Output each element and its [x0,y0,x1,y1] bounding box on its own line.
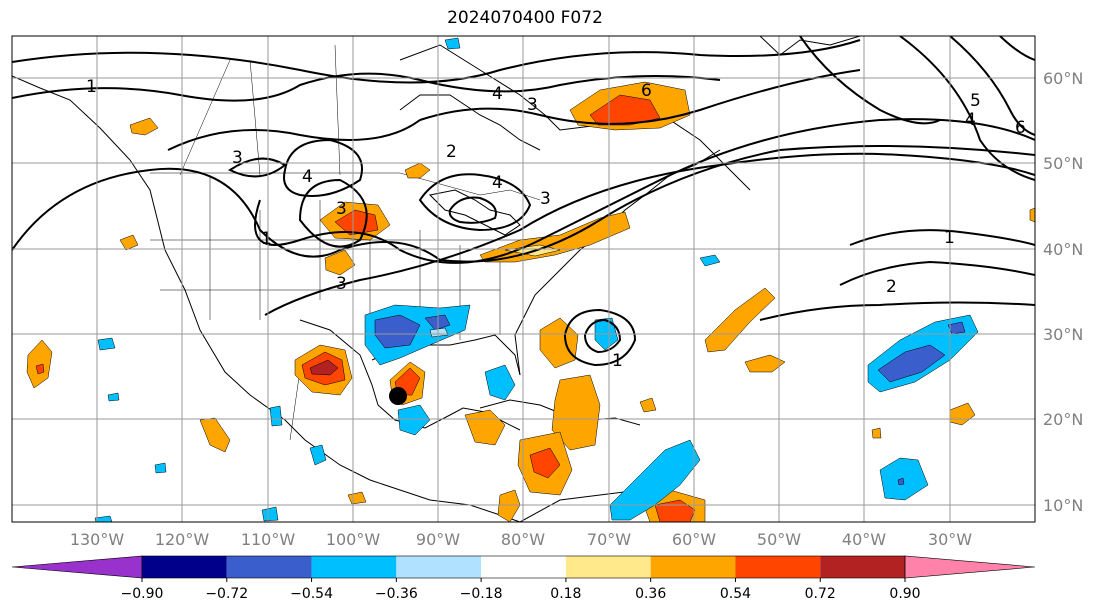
lon-tick-label: 70°W [587,530,631,549]
longitude-axis: 130°W 120°W 110°W 100°W 90°W 80°W 70°W 6… [70,530,972,549]
colorbar-segment [820,556,905,578]
cool-region-florida [484,364,516,401]
hudson-bay [399,94,541,151]
contour-label: 6 [1015,118,1026,138]
colorbar-segment [226,556,312,578]
colorbar-tick-label: −0.72 [205,586,248,602]
great-lakes [428,189,521,236]
anomaly-shading [26,37,1035,522]
colorbar-segment [565,556,651,578]
colorbar-tick-label: 0.18 [550,586,581,602]
lon-tick-label: 120°W [155,530,210,549]
lon-tick-label: 60°W [672,530,716,549]
contour-label: 1 [261,229,272,249]
lon-tick-label: 130°W [70,530,125,549]
lon-tick-label: 80°W [501,530,545,549]
colorbar [11,555,1036,579]
colorbar-segment [650,556,736,578]
north-america-coast [12,75,521,522]
colorbar-outline [141,555,906,579]
contour-label: 3 [336,199,347,219]
contour-label: 3 [527,95,538,115]
latitude-axis: 60°N 50°N 40°N 30°N 20°N 10°N [1043,69,1083,515]
contour-label: 1 [612,351,623,371]
cool-region-caribbean [609,439,701,521]
contour-label: 4 [302,167,313,187]
contour-label: 6 [641,81,652,101]
contour-label: 4 [492,173,503,193]
lon-tick-label: 110°W [241,530,296,549]
contour-label: 3 [540,189,551,209]
warm-region-atlantic-sw [539,317,579,369]
lon-tick-label: 100°W [326,530,381,549]
lat-tick-label: 30°N [1043,325,1083,344]
lat-tick-label: 60°N [1043,69,1083,88]
greenland [759,36,861,56]
lat-tick-label: 20°N [1043,410,1083,429]
colorbar-tick-label: −0.18 [460,586,503,602]
colorbar-segment [735,556,821,578]
colorbar-tick-label: 0.54 [720,586,751,602]
colorbar-extend-low [11,555,143,579]
contour-label: 1 [86,77,97,97]
colorbar-tick-label: 0.90 [889,586,920,602]
contour-label: 1 [944,228,955,248]
colorbar-segment [481,556,566,578]
contour-label: 3 [336,274,347,294]
lon-tick-label: 30°W [928,530,972,549]
warm-region-central-atlantic [704,287,776,353]
contour-label: 5 [970,91,981,111]
lon-tick-label: 40°W [842,530,886,549]
lon-tick-label: 50°W [757,530,801,549]
colorbar-tick-label: 0.36 [635,586,666,602]
contour-label: 3 [232,148,243,168]
contour-label: 4 [492,84,503,104]
colorbar-segment [311,556,397,578]
colorbar-tick-label: −0.90 [121,586,164,602]
colorbar-tick-label: −0.36 [375,586,418,602]
colorbar-tick-label: −0.54 [290,586,333,602]
colorbar-labels: −0.90 −0.72 −0.54 −0.36 −0.18 0.18 0.36 0.54 0.7… [121,578,921,602]
contour-labels: 1 3 4 2 3 4 3 4 3 6 1 2 3 1 1 5 4 6 [86,77,1026,371]
contour-label: 2 [446,142,457,162]
lat-tick-label: 10°N [1043,496,1083,515]
map-title: 2024070400 F072 [447,8,603,28]
colorbar-segment [142,556,227,578]
graticule [12,36,1035,522]
colorbar-segment [396,556,482,578]
contour-label: 4 [965,110,976,130]
warm-region-caribbean [551,374,601,451]
canada-north [399,44,751,191]
colorbar-tick-label: 0.72 [805,586,836,602]
map-frame [11,35,1036,523]
storm-position-marker [389,387,407,405]
lat-tick-label: 40°N [1043,240,1083,259]
lon-tick-label: 90°W [416,530,460,549]
coastlines [12,36,861,522]
contours [12,36,1035,367]
colorbar-extend-high [904,555,1036,579]
lat-tick-label: 50°N [1043,154,1083,173]
contour-label: 2 [886,277,897,297]
